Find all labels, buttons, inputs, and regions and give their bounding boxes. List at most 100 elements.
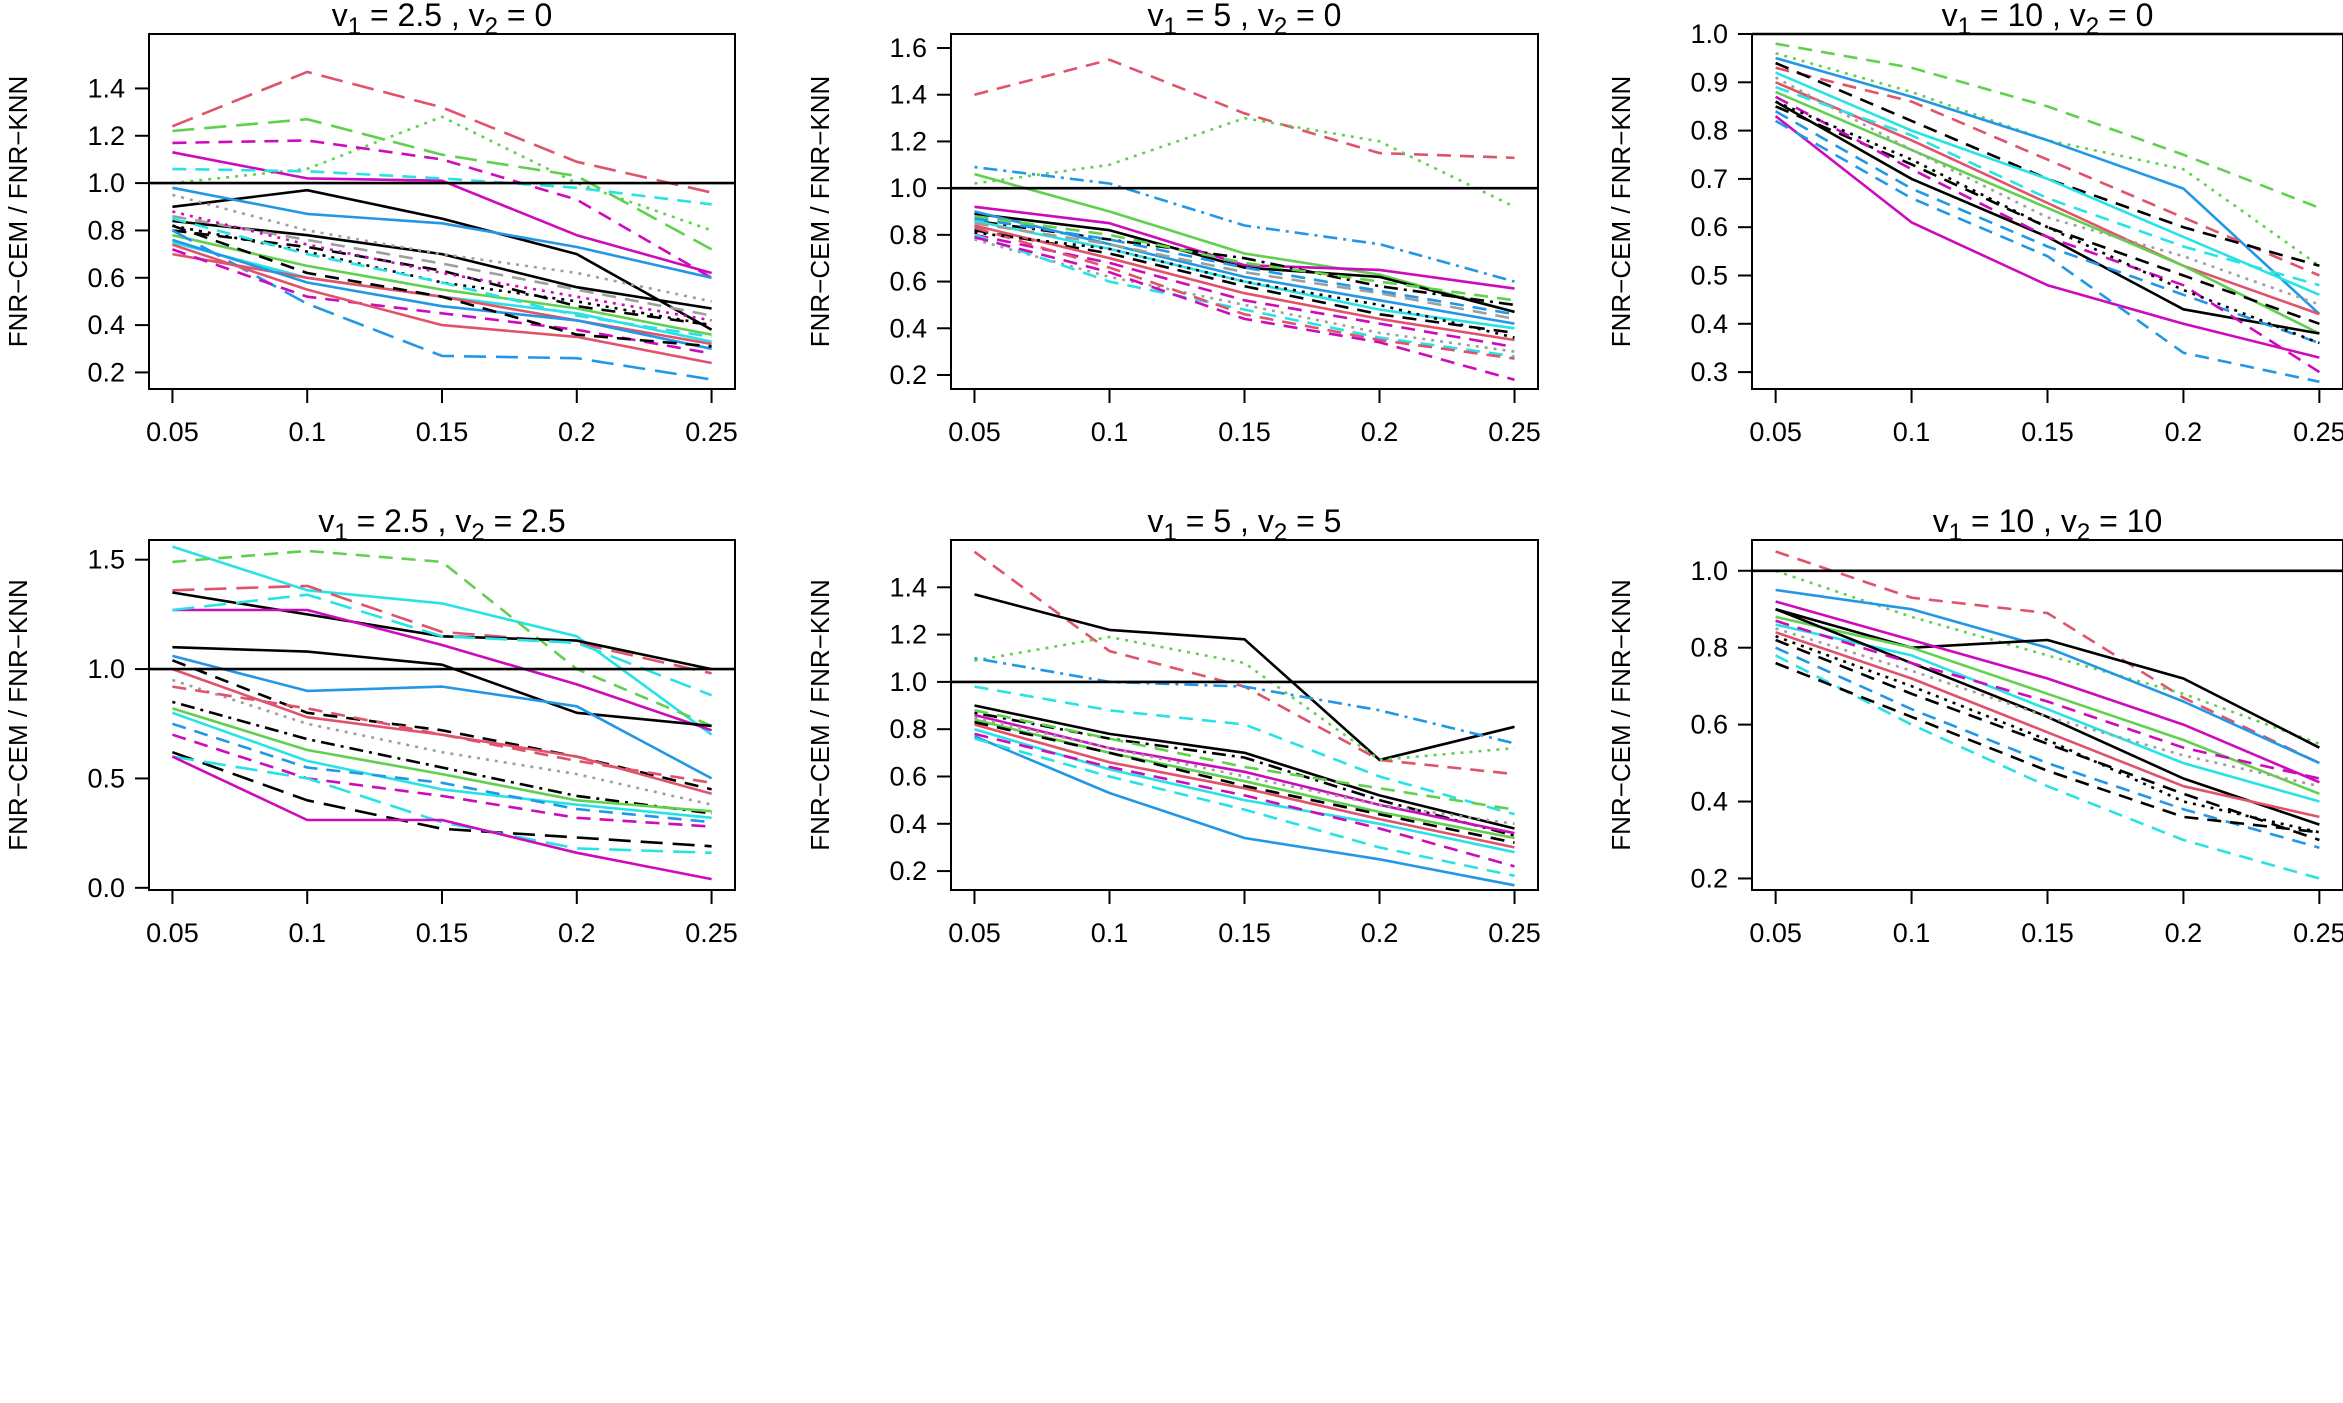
y-tick-label: 0.6 [889,267,927,297]
title-subscript: 1 [1164,519,1177,546]
title-subscript: 1 [1164,13,1177,40]
series-line-15 [974,716,1515,826]
series-line-12 [172,700,712,815]
series-line-17 [974,720,1515,844]
chart-panel-6: 0.2 0.4 0.6 0.8 1.0 0.05 0.1 0.15 0.2 0.25 FNR−CEM… [1606,503,2343,948]
x-tick-label: 0.25 [2293,417,2343,447]
y-tick-label: 0.4 [1690,787,1728,817]
x-tick-label: 0.05 [1749,417,1802,447]
series-line-9 [974,219,1515,330]
panel-title: v1 = 10 , v2 = 10 [1933,503,2163,546]
series-group [171,70,713,381]
y-tick-label: 0.2 [889,856,927,886]
plot-frame [148,539,736,891]
x-tick-label: 0.05 [146,417,199,447]
y-tick-label: 0.8 [87,215,125,245]
x-tick-label: 0.2 [1361,918,1399,948]
series-line-14 [974,233,1515,358]
y-tick-label: 0.2 [1690,863,1728,893]
title-text: = 2.5 , v [361,0,485,33]
x-tick-label: 0.2 [2165,417,2203,447]
series-line-7 [1775,623,2320,803]
y-tick-label: 1.0 [87,654,125,684]
series-line-9 [974,718,1515,840]
series-line-8 [172,186,712,280]
series-line-13 [172,707,712,813]
series-line-5 [1775,61,2320,268]
series-line-7 [172,188,713,331]
title-subscript: 2 [1274,519,1287,546]
series-line-19 [171,243,712,365]
series-line-5 [172,608,713,732]
series-line-11 [1774,110,2320,345]
y-tick-label: 0.6 [87,263,125,293]
series-line-10 [171,667,712,796]
plot-frame [1751,33,2343,390]
y-axis-label: FNR−CEM / FNR−KNN [3,579,33,851]
series-line-12 [1774,115,2320,359]
y-tick-label: 0.5 [1690,260,1728,290]
y-tick-label: 0.8 [1690,633,1728,663]
x-tick-label: 0.15 [416,918,469,948]
y-tick-label: 1.4 [889,80,927,110]
title-subscript: 2 [2077,519,2090,546]
series-line-19 [974,231,1515,339]
series-line-8 [974,210,1515,325]
series-line-21 [172,217,712,339]
series-line-12 [974,233,1515,349]
panel-title: v1 = 2.5 , v2 = 2.5 [318,503,565,546]
series-group [974,58,1516,381]
series-line-10 [172,229,712,327]
series-line-13 [974,238,1515,353]
series-line-11 [1775,646,2320,849]
series-line-17 [171,750,712,848]
series-line-12 [1775,654,2320,880]
x-tick-label: 0.1 [1893,918,1931,948]
series-line-13 [1775,661,2320,834]
series-line-22 [172,193,712,303]
title-text: v [318,503,334,539]
series-line-4 [172,139,713,279]
title-subscript: 2 [2086,13,2099,40]
y-tick-label: 1.4 [87,73,125,103]
series-line-17 [171,229,712,381]
y-tick-label: 0.7 [1690,164,1728,194]
series-line-3 [974,635,1515,762]
series-line-9 [172,219,712,310]
series-group [1774,42,2321,384]
y-tick-label: 0.2 [87,357,125,387]
y-tick-label: 1.0 [889,667,927,697]
series-line-2 [172,549,713,728]
title-text: v [1942,0,1958,33]
series-line-4 [974,656,1515,745]
y-tick-label: 1.2 [889,126,927,156]
series-line-1 [1775,550,2320,765]
x-tick-label: 0.05 [1749,918,1802,948]
title-text: = 0 [2099,0,2153,33]
panel-title: v1 = 2.5 , v2 = 0 [332,0,553,40]
x-tick-label: 0.15 [2021,417,2074,447]
series-line-6 [974,212,1515,314]
x-tick-label: 0.05 [948,918,1001,948]
series-line-3 [172,115,713,232]
y-tick-label: 0.9 [1690,67,1728,97]
title-subscript: 1 [334,519,347,546]
series-line-23 [172,210,712,322]
series-line-16 [974,235,1515,381]
series-line-17 [1775,100,2320,345]
x-tick-label: 0.25 [1488,417,1541,447]
series-line-16 [172,238,712,351]
y-tick-label: 0.8 [889,220,927,250]
series-line-20 [171,224,712,348]
y-axis-label: FNR−CEM / FNR−KNN [1606,76,1636,348]
series-line-15 [1774,76,2320,306]
series-line-15 [974,226,1515,360]
x-tick-label: 0.25 [685,918,738,948]
series-line-7 [1775,81,2320,316]
series-line-13 [1774,119,2320,384]
title-text: = 2.5 [485,503,566,539]
panel-title: v1 = 5 , v2 = 5 [1148,503,1342,546]
series-line-11 [974,224,1515,342]
series-line-16 [1775,634,2320,834]
y-tick-label: 0.8 [1690,116,1728,146]
